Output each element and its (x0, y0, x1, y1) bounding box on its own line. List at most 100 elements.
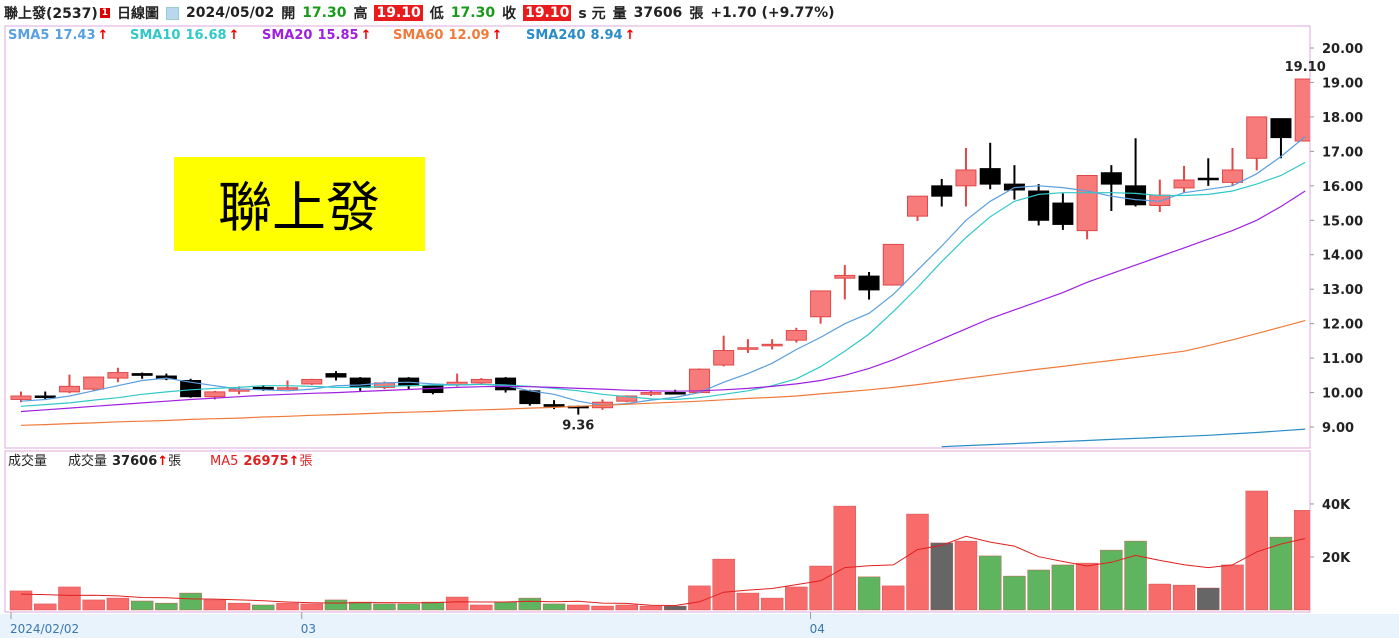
x-tick-label: 2024/02/02 (10, 622, 79, 636)
legend-value: 8.94 (591, 28, 623, 43)
volume-bar (1148, 583, 1172, 611)
y-tick-label: 20K (1322, 551, 1351, 566)
volume-bar (252, 604, 275, 611)
volume-bar (1172, 584, 1196, 611)
legend-value: 17.43 (54, 28, 95, 43)
volume-bar (760, 597, 784, 611)
legend-entry: SMA5 17.43 ↑ (8, 28, 108, 43)
candle-body (640, 392, 662, 395)
candle-body (83, 376, 105, 390)
candle-body (10, 395, 32, 400)
candle-body (858, 275, 880, 291)
candle-body (325, 373, 347, 378)
legend-arrow: ↑ (289, 454, 300, 469)
price-annotation: 9.36 (562, 419, 594, 434)
candle-body (155, 375, 177, 380)
volume-bar (1124, 540, 1147, 611)
volume-bar (494, 601, 517, 611)
volume-bar (130, 600, 154, 611)
volume-bar (930, 542, 953, 611)
stock-name: 聯上發(2537) (4, 6, 98, 22)
y-tick-label: 12.00 (1322, 318, 1363, 333)
y-tick-label: 40K (1322, 498, 1351, 513)
legend-value: 26975 (243, 454, 288, 469)
volume-bar (397, 603, 420, 611)
volume: 37606 (633, 5, 683, 21)
candle-body (1100, 172, 1122, 185)
candle-body (785, 330, 807, 341)
volume-bar (979, 555, 1002, 611)
volume-bar (155, 602, 178, 611)
volume-bar (276, 602, 299, 611)
header: 聯上發(2537) 1 日線圖 2024/05/02 開 17.30 高 19.… (4, 2, 835, 24)
y-tick-label: 19.00 (1322, 76, 1363, 91)
candle-body (1222, 169, 1243, 183)
change: +1.70 (+9.77%) (710, 5, 835, 21)
name-box-text: 聯上發 (218, 176, 380, 239)
candle-body (495, 377, 517, 391)
volume-bar (373, 603, 396, 611)
candle-body (204, 391, 226, 398)
legend-name: SMA240 (526, 28, 586, 43)
legend-entry: SMA240 8.94 ↑ (526, 28, 635, 43)
candle-body (252, 386, 274, 390)
volume-bar (882, 585, 905, 611)
volume-bar (906, 513, 929, 611)
legend-name: SMA10 (130, 28, 180, 43)
ma-line (941, 428, 1306, 448)
volume-bar (809, 565, 832, 611)
legend-value: 16.68 (185, 28, 226, 43)
ma-line (20, 161, 1306, 407)
volume-bar (349, 601, 372, 611)
price-annotation: 19.10 (1285, 60, 1326, 75)
candle-body (180, 380, 202, 398)
volume-bar (1269, 536, 1293, 611)
candle-body (713, 350, 735, 366)
volume-bar (954, 540, 978, 611)
date: 2024/05/02 (186, 5, 275, 21)
price-panel (4, 25, 1311, 449)
candle-body (107, 372, 129, 379)
legend-name: SMA5 (8, 28, 49, 43)
low: 17.30 (450, 5, 496, 21)
candle-body (349, 377, 371, 388)
legend-arrow: ↑ (98, 28, 109, 43)
volume-bar (324, 599, 348, 611)
legend-entry: SMA20 15.85 ↑ (262, 28, 371, 43)
y-tick-label: 18.00 (1322, 111, 1363, 126)
candle-body (277, 387, 299, 390)
candle-body (470, 378, 492, 384)
volume-bar (34, 603, 57, 611)
checkbox[interactable] (166, 6, 180, 20)
volume-bar (1075, 562, 1099, 611)
candle-body (1076, 174, 1098, 232)
candle-body (955, 169, 977, 187)
volume-unit: 張 (689, 6, 704, 22)
candle-body (301, 378, 323, 385)
panel-title: 成交量 (8, 453, 47, 469)
volume-bar (664, 605, 687, 611)
candle-body (907, 195, 929, 217)
name-box (174, 157, 425, 251)
volume-bar (1051, 564, 1075, 611)
candle-body (1270, 118, 1292, 139)
volume-bar (82, 599, 105, 611)
ma-line (20, 535, 1306, 607)
volume-bar (1197, 587, 1220, 611)
legend-name: 成交量 (68, 453, 107, 469)
candle-body (664, 392, 686, 395)
volume-bar (445, 596, 469, 611)
volume-bar (1245, 490, 1268, 611)
volume-bar (421, 601, 445, 611)
volume-bar (203, 599, 227, 611)
currency: s 元 (578, 6, 606, 22)
legend-entry: SMA10 16.68 ↑ (130, 28, 239, 43)
low-label: 低 (429, 6, 444, 22)
volume-bar (615, 604, 638, 611)
ma-line (20, 190, 1306, 413)
axis-strip (0, 614, 1399, 638)
volume-bar (58, 586, 81, 611)
badge: 1 (99, 8, 111, 18)
legend-entry: 成交量 37606↑張 (68, 453, 181, 469)
